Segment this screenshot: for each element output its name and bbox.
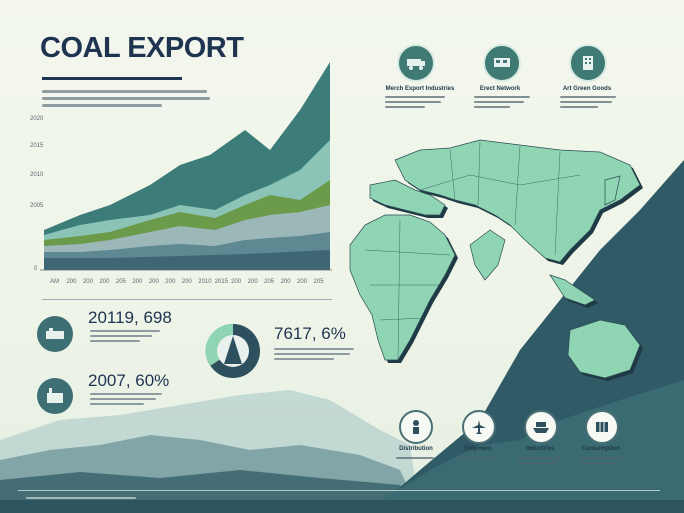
x-tick: 200 — [247, 279, 258, 285]
page-title: COAL EXPORT — [40, 32, 244, 64]
bottom-icon-caption-2 — [456, 457, 500, 459]
footer-text — [26, 497, 136, 499]
top-icon-3 — [569, 44, 607, 82]
description-text — [42, 90, 212, 107]
top-icon-1 — [397, 44, 435, 82]
mine-icon — [46, 328, 64, 339]
pie-icon — [205, 323, 260, 378]
y-tick: 0 — [34, 266, 38, 272]
worker-icon — [413, 420, 419, 434]
bottom-icon-4 — [585, 410, 619, 444]
mining-truck-icon — [407, 59, 425, 70]
title-underline — [42, 77, 182, 80]
footer-divider — [18, 490, 660, 491]
y-tick: 2020 — [30, 116, 44, 122]
top-icon-label-3: Art Green Goods — [562, 86, 612, 92]
world-map — [349, 139, 643, 381]
stat-icon-pie — [204, 322, 262, 385]
bottom-icon-3 — [524, 410, 558, 444]
area-chart — [40, 62, 332, 271]
top-icon-label-1: Merch Export Industries — [385, 86, 455, 92]
x-tick: 200 — [99, 279, 110, 285]
x-tick: 2010 — [198, 279, 212, 285]
top-icon-label-2: Erect Network — [479, 86, 521, 92]
x-tick: 205 — [313, 279, 324, 285]
bottom-icon-label-1: Distribution — [399, 446, 433, 452]
x-tick: AM — [50, 279, 59, 285]
stat-value-2: 7617, 6% — [274, 324, 346, 343]
section-divider — [42, 299, 332, 300]
top-icon-caption-2 — [474, 96, 530, 108]
stat-icon-mine — [37, 316, 73, 352]
stat-icon-factory — [37, 378, 73, 414]
y-tick: 2010 — [30, 172, 44, 178]
bottom-icon-caption-4 — [580, 457, 624, 464]
bottom-icon-label-4: Consumption — [581, 446, 621, 452]
x-tick: 200 — [66, 279, 77, 285]
x-tick: 200 — [165, 279, 176, 285]
x-tick: 200 — [148, 279, 159, 285]
top-icon-2 — [483, 44, 521, 82]
x-tick: 205 — [115, 279, 126, 285]
chart-layer-6 — [44, 250, 330, 270]
x-tick: 200 — [82, 279, 93, 285]
x-tick: 200 — [280, 279, 291, 285]
top-icon-caption-3 — [560, 96, 616, 108]
x-tick: 200 — [132, 279, 143, 285]
bottom-icon-caption-3 — [518, 457, 562, 464]
train-icon — [494, 58, 510, 67]
x-tick: 200 — [231, 279, 242, 285]
stat-caption-3 — [90, 393, 162, 405]
bottom-icon-label-2: Shipment — [464, 446, 492, 452]
y-tick: 2015 — [30, 143, 44, 149]
x-axis-ticks: AM 200 200 200 205 200 200 200 200 2010 2015 200 200… — [50, 279, 330, 289]
x-tick: 200 — [297, 279, 308, 285]
stat-value-1: 20119, 698 — [88, 308, 172, 327]
x-tick: 2015 — [214, 279, 229, 285]
airplane-icon — [472, 420, 486, 434]
top-icon-caption-1 — [385, 96, 445, 108]
stat-caption-2 — [274, 348, 354, 360]
ship-icon — [533, 422, 549, 433]
bottom-icon-1 — [399, 410, 433, 444]
x-tick: 205 — [264, 279, 275, 285]
building-icon — [583, 56, 593, 70]
stat-caption-1 — [90, 330, 160, 342]
y-tick: 2005 — [30, 203, 44, 209]
factory-icon — [47, 388, 63, 403]
x-tick: 200 — [181, 279, 192, 285]
bottom-icon-caption-1 — [396, 457, 434, 459]
bottom-icon-label-3: Industries — [525, 446, 555, 452]
bottom-icon-2 — [462, 410, 496, 444]
container-icon — [596, 422, 608, 432]
stat-value-3: 2007, 60% — [88, 371, 170, 390]
